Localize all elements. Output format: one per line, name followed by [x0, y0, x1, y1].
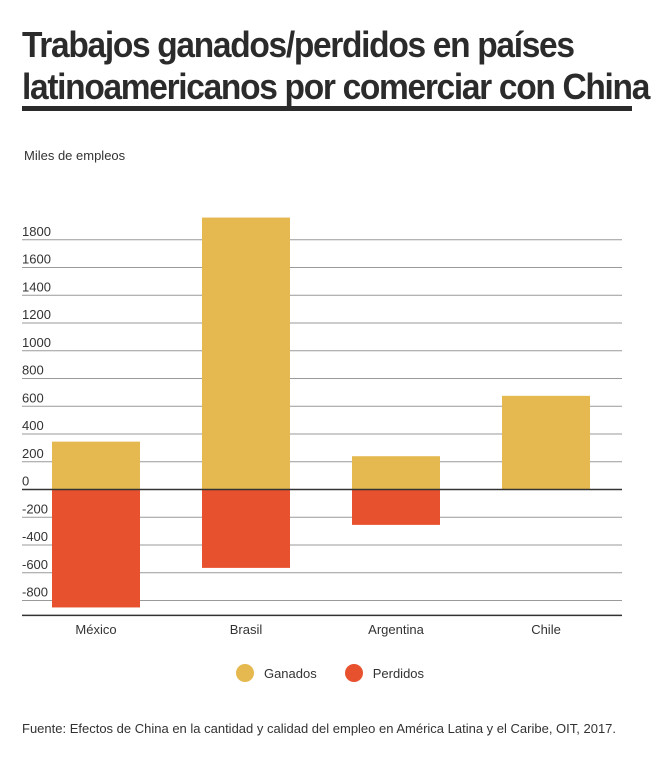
- bar-ganados: [352, 456, 440, 490]
- x-tick-label: Chile: [531, 622, 561, 637]
- bar-ganados: [52, 441, 140, 490]
- y-tick-label: -400: [22, 529, 48, 544]
- chart-title-line-1: Trabajos ganados/perdidos en países: [22, 24, 575, 65]
- chart-title: Trabajos ganados/perdidos en países lati…: [22, 24, 650, 108]
- legend-item-ganados: Ganados: [235, 664, 317, 682]
- y-tick-label: 1800: [22, 224, 51, 239]
- legend-swatch-ganados: [235, 664, 254, 682]
- y-tick-label: 0: [22, 474, 29, 489]
- chart-title-line-2: latinoamericanos por comerciar con China: [22, 66, 650, 107]
- y-axis-label: Miles de empleos: [24, 148, 126, 163]
- legend-label-ganados: Ganados: [263, 665, 317, 681]
- y-tick-label: 1000: [22, 335, 51, 350]
- bar-ganados: [202, 217, 290, 490]
- y-tick-label: 400: [22, 418, 44, 433]
- y-tick-label: 1200: [22, 307, 51, 322]
- bar-perdidos: [52, 489, 140, 608]
- y-tick-label: 1600: [22, 252, 51, 267]
- bar-ganados: [502, 395, 590, 490]
- legend-item-perdidos: Perdidos: [344, 664, 425, 682]
- y-tick-label: 600: [22, 390, 44, 405]
- source-note: Fuente: Efectos de China en la cantidad …: [22, 721, 617, 736]
- y-tick-label: 200: [22, 446, 44, 461]
- x-tick-label: Argentina: [368, 622, 424, 637]
- x-tick-label: Brasil: [230, 622, 263, 637]
- title-divider: [22, 106, 632, 111]
- x-tick-label: México: [75, 622, 116, 637]
- y-tick-label: 800: [22, 363, 44, 378]
- bar-perdidos: [202, 489, 290, 568]
- y-tick-label: -600: [22, 557, 48, 572]
- legend-swatch-perdidos: [344, 664, 363, 682]
- y-tick-label: -200: [22, 501, 48, 516]
- chart-legend: Ganados Perdidos: [0, 664, 660, 682]
- y-tick-label: -800: [22, 585, 48, 600]
- legend-label-perdidos: Perdidos: [372, 665, 425, 681]
- y-tick-label: 1400: [22, 279, 51, 294]
- bar-perdidos: [352, 489, 440, 525]
